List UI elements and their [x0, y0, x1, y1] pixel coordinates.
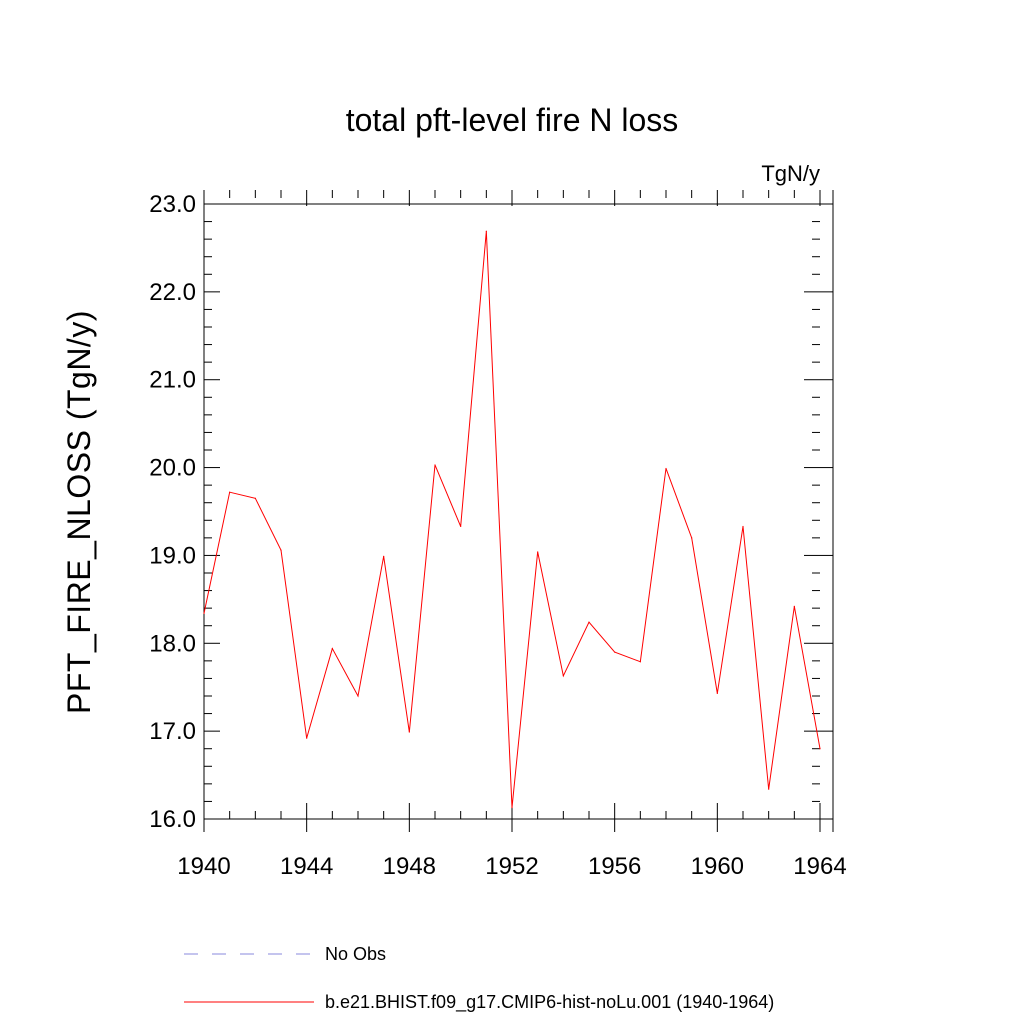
y-tick-label: 20.0	[149, 455, 196, 482]
y-axis-label: PFT_FIRE_NLOSS (TgN/y)	[61, 310, 97, 714]
y-axis-ticks: 16.0 17.0 18.0 19.0 20.0 21.0 22.0 23.0	[149, 191, 833, 833]
series-point	[665, 467, 667, 470]
series-point	[511, 806, 513, 809]
series-point	[357, 695, 359, 697]
y-tick-label: 17.0	[149, 718, 196, 745]
x-tick-label: 1944	[280, 853, 333, 880]
series-point	[614, 651, 616, 653]
units-label: TgN/y	[761, 161, 820, 186]
y-tick-label: 18.0	[149, 630, 196, 657]
series-point	[537, 551, 539, 553]
series-point	[562, 675, 564, 677]
series-layer	[203, 230, 821, 809]
x-tick-label: 1956	[588, 853, 641, 880]
series-point	[716, 692, 718, 694]
x-tick-label: 1960	[691, 853, 744, 880]
series-point	[434, 464, 436, 466]
series-point	[485, 230, 487, 232]
y-tick-label: 16.0	[149, 806, 196, 833]
chart-title: total pft-level fire N loss	[346, 102, 679, 138]
series-point	[331, 647, 333, 650]
series-point	[793, 605, 795, 607]
x-tick-label: 1940	[177, 853, 230, 880]
y-tick-label: 23.0	[149, 191, 196, 218]
legend-label: No Obs	[325, 944, 386, 964]
plot-frame	[203, 190, 834, 832]
series-point	[203, 612, 205, 615]
legend-label: b.e21.BHIST.f09_g17.CMIP6-hist-noLu.001 …	[325, 992, 774, 1013]
series-point	[691, 537, 693, 539]
x-tick-label: 1952	[485, 853, 538, 880]
series-point	[768, 788, 770, 790]
x-tick-label: 1964	[793, 853, 846, 880]
series-line	[203, 231, 821, 808]
x-tick-label: 1948	[383, 853, 436, 880]
legend: No Obs b.e21.BHIST.f09_g17.CMIP6-hist-noL…	[184, 944, 774, 1013]
series-point	[639, 661, 641, 663]
series-point	[588, 621, 590, 623]
series-point	[408, 731, 410, 733]
x-axis-ticks: 1940 1944 1948 1952 1956 1960 1964	[177, 190, 847, 880]
series-point	[229, 491, 231, 493]
y-tick-label: 21.0	[149, 367, 196, 394]
y-tick-label: 19.0	[149, 542, 196, 569]
series-point	[819, 748, 821, 750]
series-point	[254, 497, 256, 499]
series-point	[280, 549, 282, 551]
series-point	[460, 525, 462, 528]
y-tick-label: 22.0	[149, 279, 196, 306]
series-point	[306, 737, 308, 739]
series-point	[742, 525, 744, 528]
series-point	[383, 555, 385, 557]
